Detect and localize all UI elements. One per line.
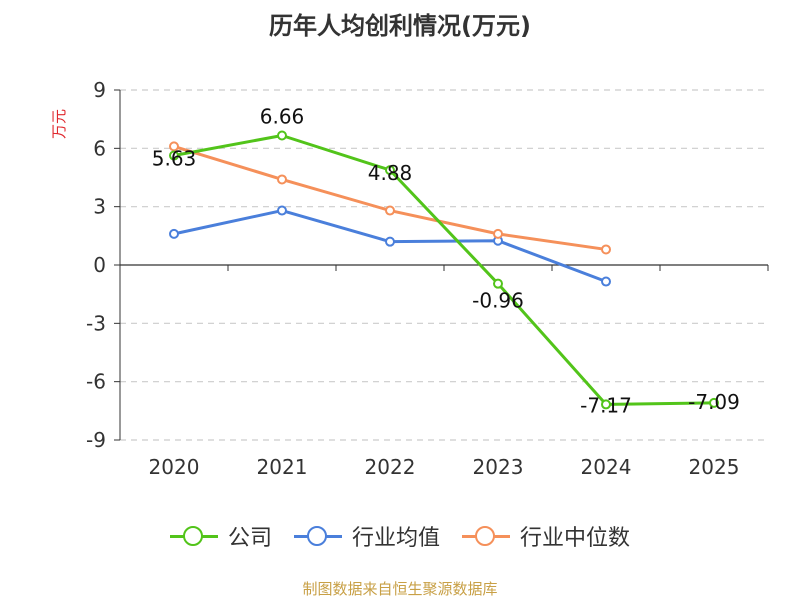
axes: 9 6 3 0 -3 -6 -9 2020 2021 2022 2023 2024 2025 — [86, 78, 769, 479]
legend-swatch-industry-mean — [293, 526, 342, 546]
data-point — [601, 244, 611, 255]
data-label: 6.66 — [260, 105, 305, 129]
data-label: -7.09 — [688, 390, 740, 414]
y-axis-label: 万元 — [50, 109, 68, 139]
data-point — [493, 278, 503, 289]
data-point — [169, 141, 179, 152]
legend-swatch-company — [169, 526, 218, 546]
legend-item-industry-mean[interactable]: 行业均值 — [293, 520, 440, 552]
series-lines — [169, 130, 719, 410]
legend-item-industry-median[interactable]: 行业中位数 — [462, 520, 630, 552]
data-label: 4.88 — [368, 161, 413, 185]
chart-title: 历年人均创利情况(万元) — [269, 12, 531, 40]
y-tick-label: -6 — [86, 370, 106, 394]
x-tick-label: 2020 — [149, 455, 200, 479]
grid-lines — [120, 89, 768, 441]
y-tick-label: 3 — [93, 195, 106, 219]
y-tick-label: 9 — [93, 78, 106, 102]
data-point — [385, 236, 395, 247]
data-point — [385, 205, 395, 216]
data-labels: 5.63 6.66 4.88 -0.96 -7.17 -7.09 — [152, 105, 740, 418]
legend-swatch-industry-median — [462, 526, 510, 546]
data-label: -7.17 — [580, 393, 632, 417]
source-note: 制图数据来自恒生聚源数据库 — [302, 580, 498, 598]
data-point — [601, 399, 611, 410]
legend-label-company: 公司 — [227, 526, 272, 551]
data-point — [169, 228, 179, 239]
legend: 公司 行业均值 行业中位数 — [0, 520, 800, 552]
data-point — [169, 150, 179, 161]
x-tick-label: 2022 — [365, 455, 416, 479]
y-tick-label: 6 — [93, 136, 106, 160]
y-tick-label: -9 — [86, 428, 106, 452]
y-tick-label: -3 — [86, 311, 106, 335]
data-point — [277, 205, 287, 216]
x-tick-label: 2023 — [473, 455, 524, 479]
data-point — [385, 165, 395, 176]
data-label: -0.96 — [472, 289, 524, 313]
data-point — [601, 276, 611, 287]
legend-item-company[interactable]: 公司 — [169, 520, 272, 552]
x-tick-label: 2021 — [257, 455, 308, 479]
data-point — [493, 228, 503, 239]
y-tick-label: 0 — [93, 253, 106, 277]
legend-label-industry-median: 行业中位数 — [520, 526, 631, 551]
x-tick-label: 2025 — [689, 455, 740, 479]
data-point — [709, 397, 719, 408]
data-point — [277, 130, 287, 141]
legend-label-industry-mean: 行业均值 — [351, 526, 440, 551]
series-line — [173, 134, 715, 406]
data-label: 5.63 — [152, 147, 197, 171]
x-tick-label: 2024 — [581, 455, 632, 479]
data-point — [277, 174, 287, 185]
